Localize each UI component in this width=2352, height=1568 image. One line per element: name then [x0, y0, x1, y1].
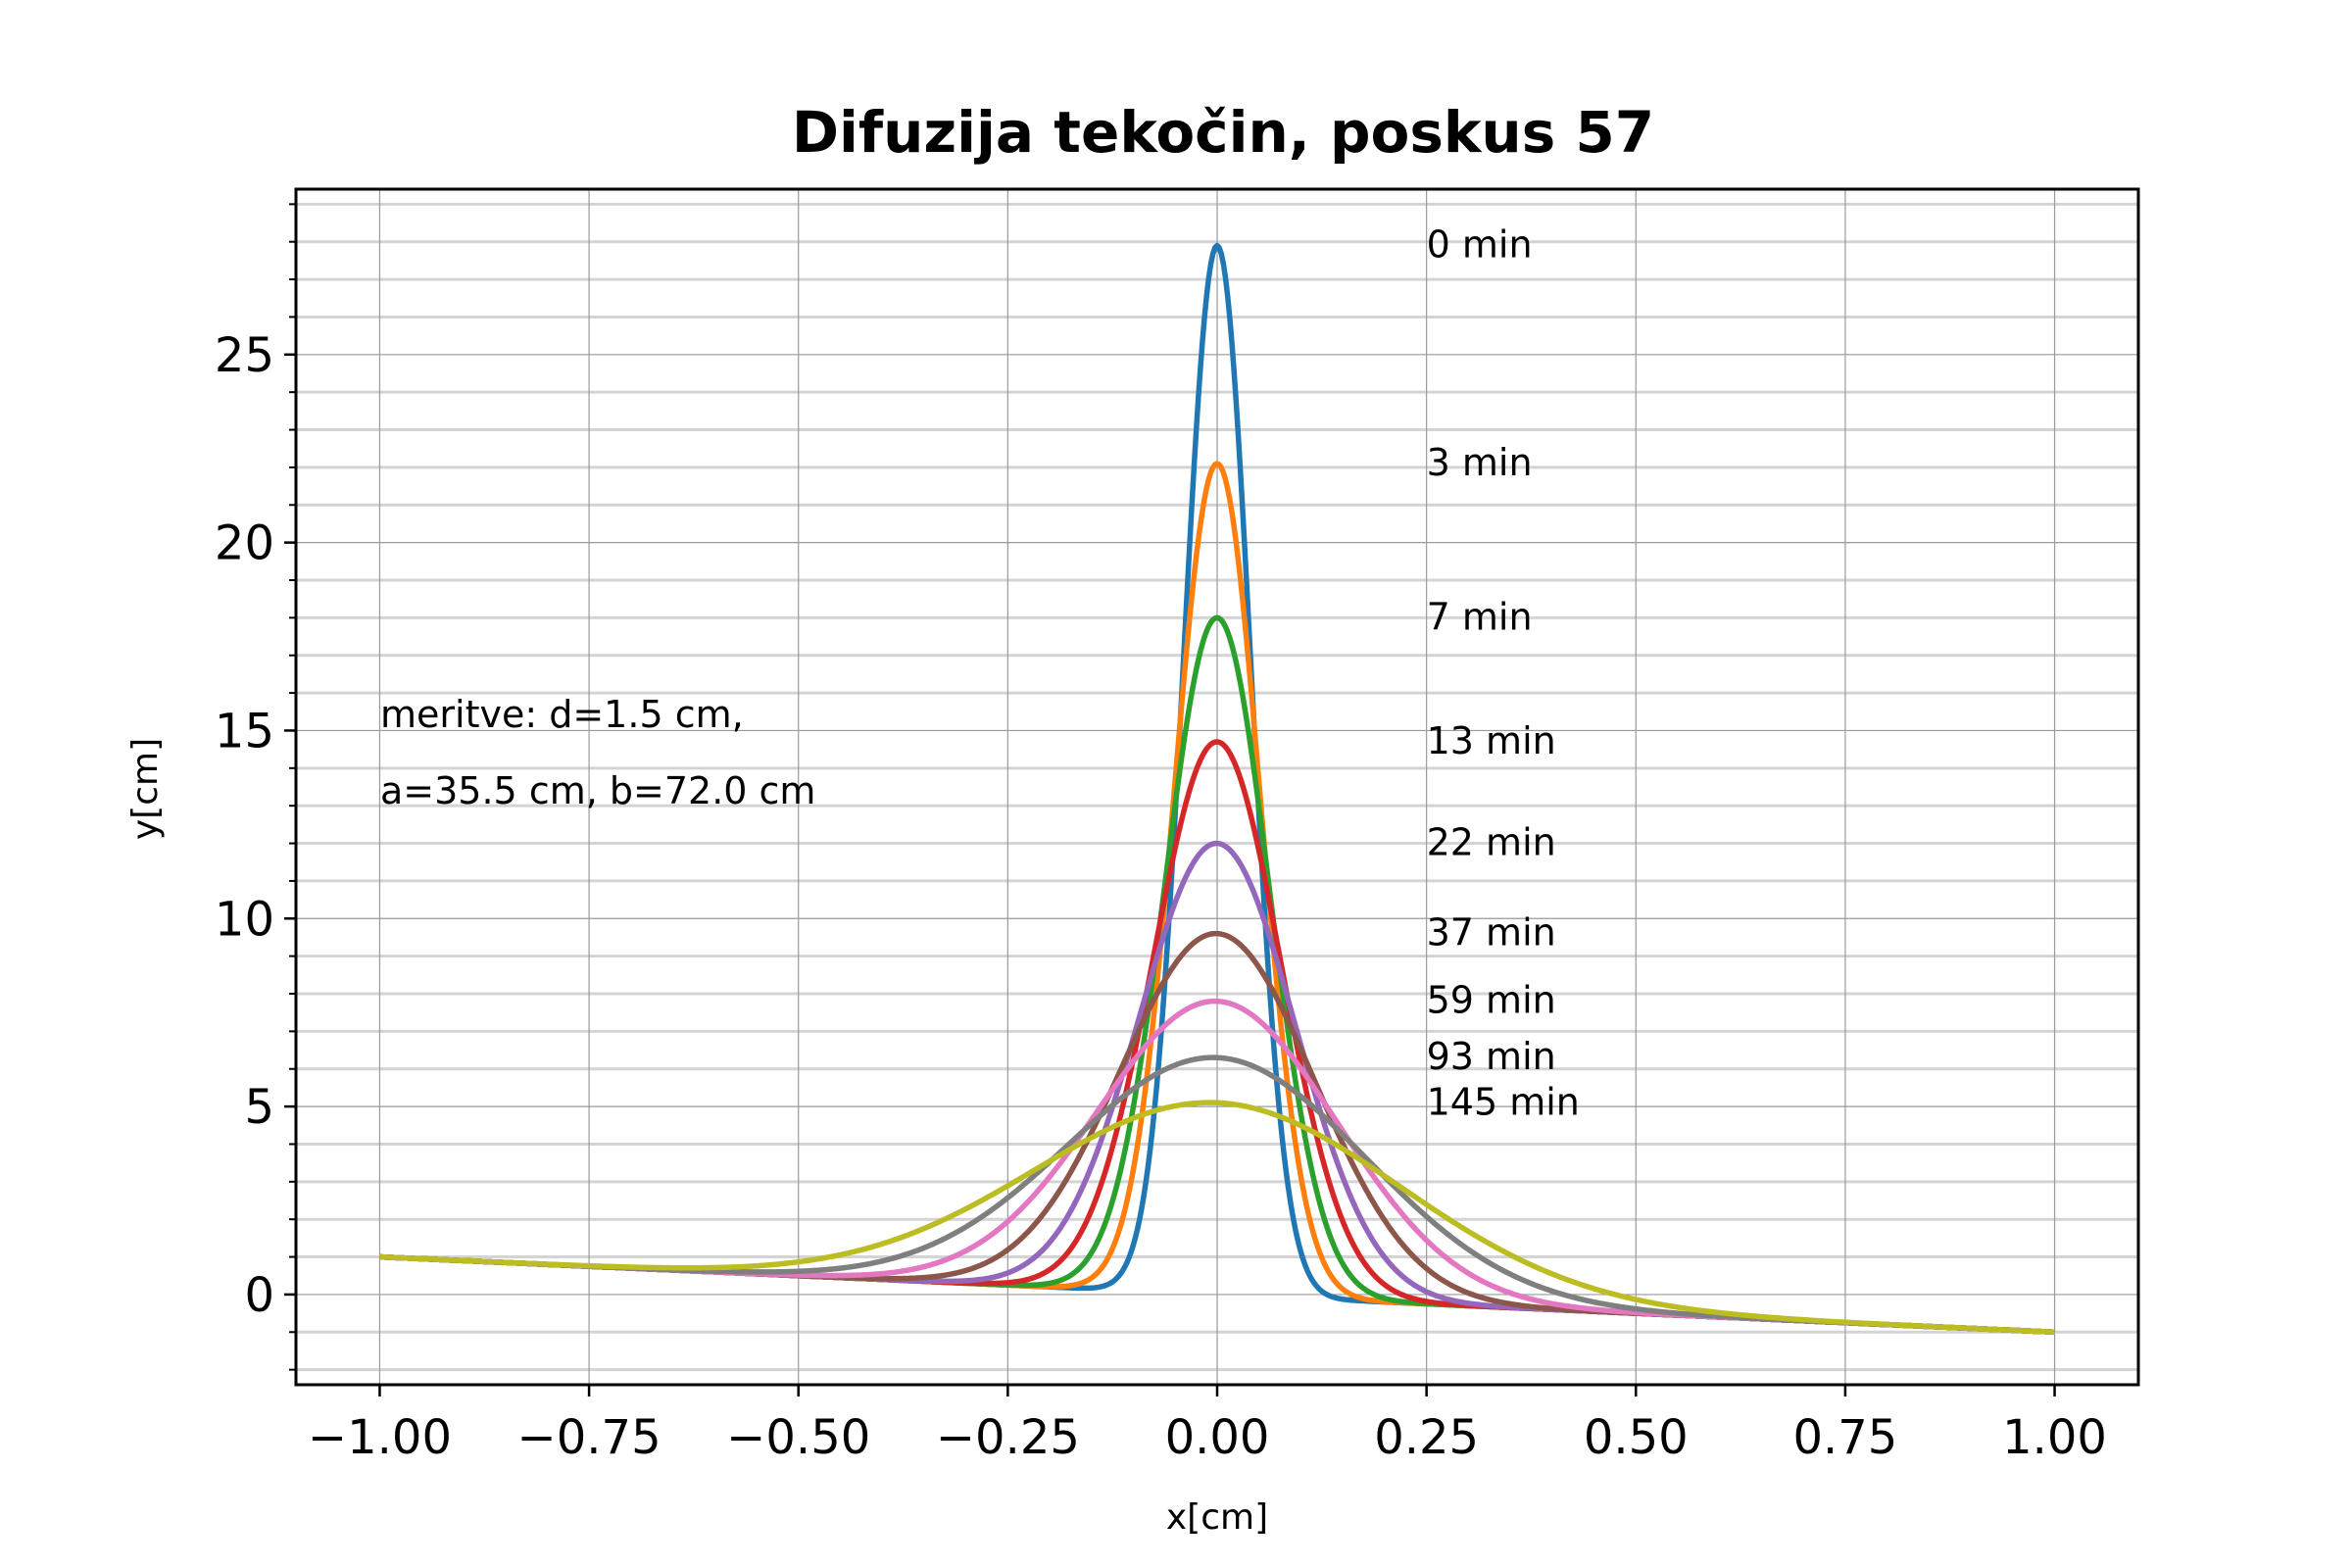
x-tick-label: −0.50 — [726, 1410, 870, 1465]
series-label-3: 7 min — [1427, 595, 1533, 638]
y-tick-label: 20 — [215, 516, 274, 571]
y-tick-label: 0 — [244, 1268, 274, 1323]
x-tick-label: 0.50 — [1584, 1410, 1689, 1465]
x-tick-label: −0.75 — [517, 1410, 662, 1465]
series-label-4: 13 min — [1427, 719, 1556, 762]
series-label-2: 3 min — [1427, 441, 1533, 484]
x-tick-label: −0.25 — [936, 1410, 1080, 1465]
series-labels: 0 min 3 min 7 min 13 min 22 min 37 min 59 min 9… — [1427, 223, 1580, 1124]
series-label-7: 59 min — [1427, 979, 1556, 1022]
series-line-9 — [378, 1100, 2056, 1336]
y-tick-label: 15 — [215, 704, 274, 759]
series-label-8: 93 min — [1427, 1035, 1556, 1078]
series-label-1: 0 min — [1427, 223, 1533, 267]
x-tick-label: 0.75 — [1792, 1410, 1897, 1465]
x-tick-label: 1.00 — [2002, 1410, 2107, 1465]
annotation-line-2: a=35.5 cm, b=72.0 cm — [380, 769, 815, 812]
axis-ticks: 0 5 10 15 20 25 −1.00 −0.75 −0.50 −0.25 0.00 0.25 0.… — [215, 203, 2107, 1465]
grid — [296, 189, 2138, 1385]
series-lines — [378, 242, 2056, 1336]
x-tick-label: −1.00 — [308, 1410, 452, 1465]
series-label-6: 37 min — [1427, 911, 1556, 955]
x-tick-label: 0.25 — [1374, 1410, 1479, 1465]
annotation-line-1: meritve: d=1.5 cm, — [380, 693, 744, 736]
y-tick-label: 25 — [215, 328, 274, 383]
y-tick-label: 10 — [215, 892, 274, 947]
x-axis-label: x[cm] — [1166, 1497, 1268, 1538]
x-tick-label: 0.00 — [1165, 1410, 1270, 1465]
y-axis-label: y[cm] — [125, 738, 166, 840]
y-tick-label: 5 — [244, 1080, 274, 1135]
chart-title: Difuzija tekočin, poskus 57 — [792, 99, 1654, 166]
series-label-5: 22 min — [1427, 821, 1556, 864]
series-label-9: 145 min — [1427, 1080, 1580, 1123]
